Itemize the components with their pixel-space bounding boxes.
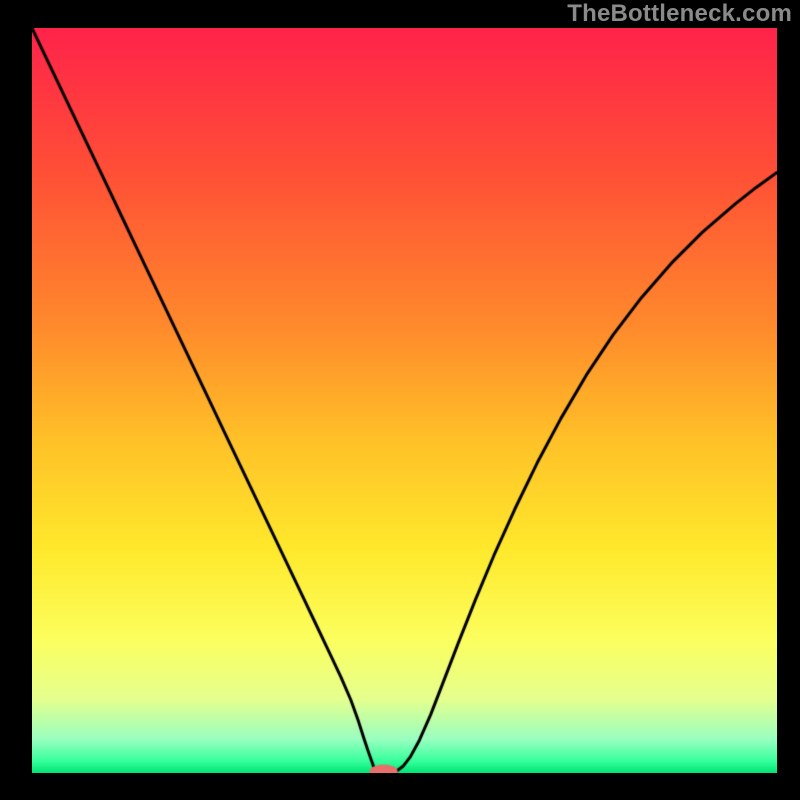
chart-stage: TheBottleneck.com — [0, 0, 800, 800]
plot-area — [32, 28, 777, 773]
watermark-label: TheBottleneck.com — [567, 0, 792, 28]
bottleneck-chart-canvas — [32, 28, 777, 773]
